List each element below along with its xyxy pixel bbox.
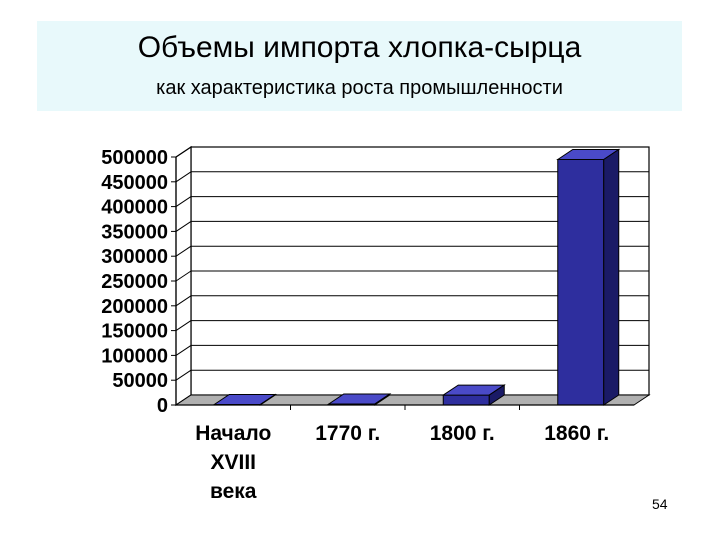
bar-side bbox=[488, 384, 505, 406]
gridline-side bbox=[175, 245, 192, 257]
x-category-label: XVIII bbox=[210, 451, 256, 474]
gridline-side bbox=[175, 344, 192, 356]
gridline-side bbox=[175, 146, 192, 158]
slide-title: Объемы импорта хлопка-сырца bbox=[137, 31, 582, 64]
gridline-side bbox=[175, 196, 192, 208]
x-category-label: 1800 г. bbox=[430, 422, 495, 445]
slide-subtitle: как характеристика роста промышленности bbox=[156, 77, 563, 99]
page-number: 54 bbox=[652, 496, 668, 512]
bar-front bbox=[442, 394, 490, 406]
bar-front bbox=[557, 158, 605, 406]
x-category-label: 1770 г. bbox=[315, 422, 380, 445]
gridline-side bbox=[175, 320, 192, 332]
gridline-side bbox=[175, 270, 192, 282]
y-tick-label: 500000 bbox=[101, 147, 168, 169]
x-category-label: Начало bbox=[195, 422, 271, 445]
x-category-label: 1860 г. bbox=[544, 422, 609, 445]
x-category-label: века bbox=[210, 480, 257, 503]
title-banner: Объемы импорта хлопка-сырца как характер… bbox=[37, 21, 682, 111]
y-tick-label: 300000 bbox=[101, 246, 168, 268]
y-tick-label: 150000 bbox=[101, 321, 168, 343]
y-tick-label: 250000 bbox=[101, 271, 168, 293]
y-tick-label: 200000 bbox=[101, 296, 168, 318]
y-tick-label: 350000 bbox=[101, 221, 168, 243]
y-tick-label: 450000 bbox=[101, 172, 168, 194]
gridline-side bbox=[175, 295, 192, 307]
gridline-side bbox=[175, 171, 192, 183]
gridline-side bbox=[175, 220, 192, 232]
y-tick-label: 100000 bbox=[101, 345, 168, 367]
bar-side bbox=[603, 148, 620, 406]
y-tick-label: 400000 bbox=[101, 197, 168, 219]
y-tick-label: 0 bbox=[157, 395, 168, 417]
y-tick-label: 50000 bbox=[112, 370, 168, 392]
gridline-side bbox=[175, 369, 192, 381]
